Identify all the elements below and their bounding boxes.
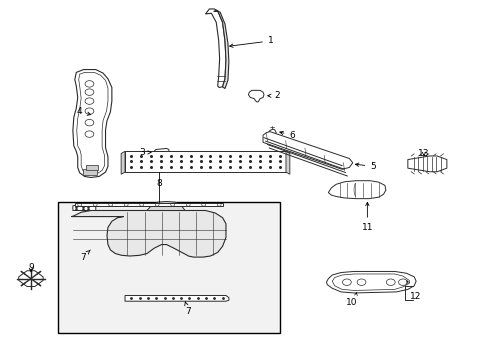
Polygon shape bbox=[248, 90, 264, 102]
Text: 6: 6 bbox=[279, 131, 294, 140]
Text: 1: 1 bbox=[229, 36, 273, 48]
Polygon shape bbox=[147, 202, 184, 211]
Polygon shape bbox=[75, 203, 222, 206]
Text: 11: 11 bbox=[361, 202, 372, 232]
Polygon shape bbox=[213, 11, 228, 89]
Text: 9: 9 bbox=[28, 264, 34, 273]
Bar bbox=[58, 202, 280, 333]
Text: 7: 7 bbox=[184, 302, 191, 316]
Polygon shape bbox=[285, 151, 289, 174]
Polygon shape bbox=[205, 9, 225, 87]
Text: 13: 13 bbox=[417, 149, 429, 158]
Polygon shape bbox=[407, 156, 446, 172]
Polygon shape bbox=[125, 151, 285, 172]
Polygon shape bbox=[121, 151, 125, 174]
Polygon shape bbox=[326, 271, 415, 293]
Polygon shape bbox=[267, 129, 276, 138]
Polygon shape bbox=[71, 211, 225, 257]
Text: 8: 8 bbox=[156, 179, 162, 188]
Polygon shape bbox=[328, 181, 385, 199]
Polygon shape bbox=[263, 132, 352, 169]
Text: 3: 3 bbox=[139, 148, 151, 157]
Text: 5: 5 bbox=[355, 162, 375, 171]
Text: 12: 12 bbox=[409, 292, 421, 301]
Polygon shape bbox=[125, 296, 228, 301]
Text: 7: 7 bbox=[80, 250, 90, 262]
Text: 10: 10 bbox=[346, 298, 357, 307]
Polygon shape bbox=[86, 165, 98, 170]
Polygon shape bbox=[19, 271, 43, 287]
Text: 2: 2 bbox=[267, 91, 280, 100]
Polygon shape bbox=[73, 204, 96, 211]
Polygon shape bbox=[73, 69, 112, 177]
Text: 4: 4 bbox=[77, 107, 91, 116]
Polygon shape bbox=[154, 148, 168, 159]
Polygon shape bbox=[82, 169, 97, 175]
